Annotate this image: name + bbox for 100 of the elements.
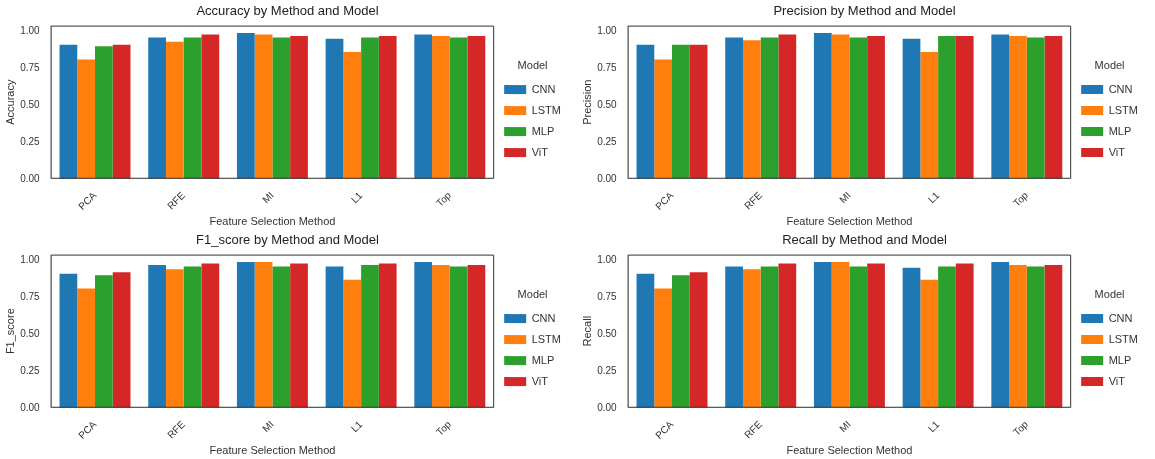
bar <box>378 35 397 179</box>
y-tick-label: 0.00 <box>597 401 618 413</box>
bar <box>920 52 939 179</box>
bar <box>654 59 673 179</box>
bar <box>938 266 956 408</box>
legend-label: LSTM <box>1108 103 1139 116</box>
bar <box>432 35 450 179</box>
x-axis-title: Feature Selection Method <box>786 215 913 228</box>
y-tick-label: 0.25 <box>20 364 41 376</box>
bar <box>760 266 779 408</box>
bar <box>725 266 743 408</box>
x-tick-label: Top <box>1010 418 1031 438</box>
bar <box>778 263 797 408</box>
bar <box>449 37 468 179</box>
x-tick-label: L1 <box>348 189 365 206</box>
bar <box>1044 264 1063 408</box>
bar <box>112 44 131 179</box>
bar <box>1009 264 1027 408</box>
y-axis-title: Recall <box>580 315 593 347</box>
bar <box>432 264 450 408</box>
bar <box>1009 35 1027 179</box>
bar <box>343 279 362 408</box>
bar <box>236 32 255 179</box>
y-tick-label: 0.75 <box>20 62 41 74</box>
y-tick-label: 0.25 <box>20 135 41 147</box>
bar <box>236 261 255 408</box>
legend-label: CNN <box>1108 82 1133 95</box>
x-tick-label: L1 <box>925 189 942 206</box>
bar <box>902 38 921 179</box>
bar <box>742 269 761 408</box>
bar <box>689 272 708 408</box>
bar <box>867 263 885 408</box>
bar <box>1026 266 1045 408</box>
y-axis-title: Precision <box>580 79 593 125</box>
bar <box>272 266 291 408</box>
legend-label: ViT <box>531 145 549 158</box>
bar <box>95 46 113 179</box>
x-tick-label: MI <box>837 189 853 206</box>
chart-title: F1_score by Method and Model <box>196 232 380 248</box>
y-tick-label: 0.00 <box>20 401 41 413</box>
bar <box>414 261 433 408</box>
bar <box>148 37 166 179</box>
legend-label: CNN <box>531 311 556 324</box>
bar <box>955 263 974 408</box>
x-tick-label: L1 <box>925 418 942 435</box>
x-tick-label: Top <box>1010 189 1031 209</box>
bar <box>991 261 1010 408</box>
bar <box>831 261 850 408</box>
legend-label: LSTM <box>1108 332 1139 345</box>
bar <box>849 37 868 179</box>
y-tick-label: 1.00 <box>597 254 618 266</box>
x-tick-label: Top <box>433 189 454 209</box>
bar <box>95 275 113 408</box>
y-tick-label: 0.25 <box>597 364 618 376</box>
legend-label: MLP <box>1108 124 1132 137</box>
bar <box>290 35 308 179</box>
x-axis-title: Feature Selection Method <box>786 444 913 457</box>
bar <box>991 34 1010 179</box>
legend-label: MLP <box>531 353 555 366</box>
y-tick-label: 1.00 <box>20 25 41 37</box>
bar <box>902 267 921 408</box>
bar <box>77 288 96 408</box>
x-tick-label: MI <box>260 189 276 206</box>
y-tick-label: 0.50 <box>20 327 41 339</box>
legend-label: LSTM <box>531 103 562 116</box>
bar <box>59 273 78 408</box>
y-tick-label: 0.50 <box>20 98 41 110</box>
bar <box>654 288 673 408</box>
bar <box>955 35 974 179</box>
bar <box>813 32 832 179</box>
bar <box>831 34 850 179</box>
bar <box>325 266 344 408</box>
y-tick-label: 0.75 <box>597 62 618 74</box>
legend-label: MLP <box>1108 353 1132 366</box>
x-tick-label: PCA <box>653 418 676 441</box>
bar <box>112 272 131 408</box>
y-tick-label: 0.75 <box>20 291 41 303</box>
bar <box>290 263 308 408</box>
y-tick-label: 0.25 <box>597 135 618 147</box>
legend-label: CNN <box>1108 311 1133 324</box>
legend-label: CNN <box>531 82 556 95</box>
bar <box>183 37 202 179</box>
bar <box>165 269 184 408</box>
bar <box>467 35 486 179</box>
legend-label: LSTM <box>531 332 562 345</box>
legend-label: ViT <box>1108 374 1126 387</box>
bar <box>272 37 291 179</box>
y-axis-title: Accuracy <box>3 79 16 125</box>
bar <box>254 261 273 408</box>
y-tick-label: 0.00 <box>20 172 41 184</box>
legend-title: Model <box>1094 59 1125 72</box>
x-tick-label: Top <box>433 418 454 438</box>
x-axis-title: Feature Selection Method <box>209 444 336 457</box>
bar <box>201 263 220 408</box>
chart-title: Recall by Method and Model <box>782 232 947 248</box>
chart-title: Precision by Method and Model <box>773 3 956 19</box>
bar <box>742 40 761 179</box>
x-tick-label: PCA <box>76 418 99 441</box>
x-tick-label: MI <box>260 418 276 435</box>
bar <box>760 37 779 179</box>
